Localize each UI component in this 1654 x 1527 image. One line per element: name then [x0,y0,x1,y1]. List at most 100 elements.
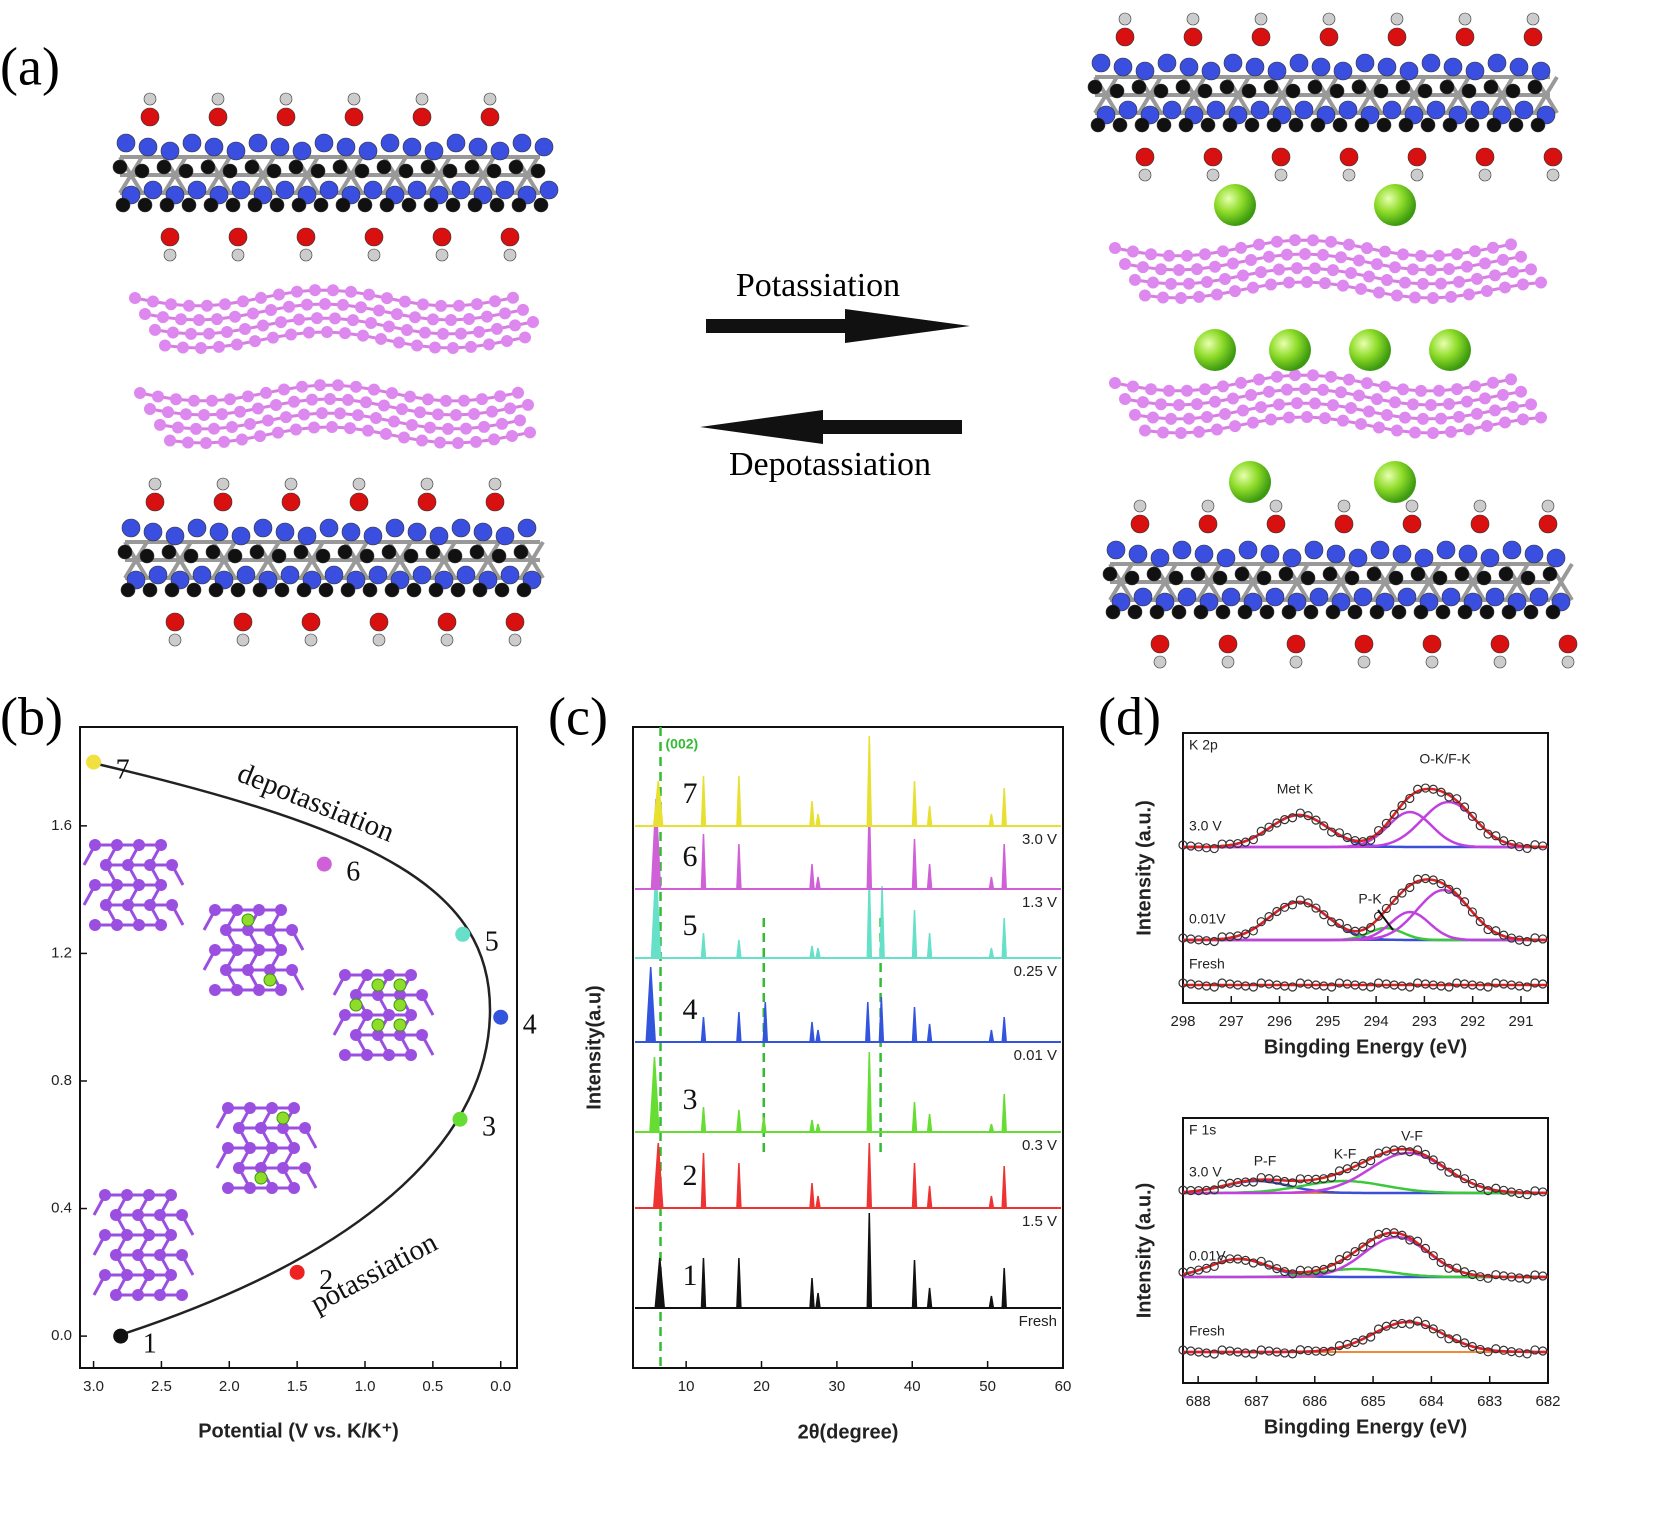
bond [211,540,237,580]
atom [1289,655,1303,669]
atom [365,317,377,330]
atom [1271,370,1283,383]
lattice-atom [165,1189,177,1201]
lattice-atom [111,879,123,891]
atom [450,582,466,598]
atom [1443,57,1463,77]
atom [1289,53,1309,73]
lattice-atom [222,1182,234,1194]
lattice-atom [89,879,101,891]
lattice-atom [255,1122,267,1134]
y-tick-label: 1.6 [51,817,72,834]
atom [1190,566,1206,582]
x-tick-label: 293 [1412,1013,1437,1030]
atom [451,518,471,538]
atom [115,197,131,213]
lattice-ion [241,913,255,927]
atom [160,141,180,161]
atom [383,320,395,333]
atom [336,137,356,157]
atom [1497,253,1509,266]
peak [864,1001,871,1043]
atom [1137,261,1149,274]
atom [1433,384,1445,397]
point-label: 4 [523,1010,537,1041]
atom [1542,566,1558,582]
atom [278,383,290,396]
raw-point [1452,887,1462,897]
atom [1129,273,1141,286]
atom [1451,383,1463,396]
atom [1317,383,1329,396]
atom [496,417,508,430]
peak [736,1109,742,1133]
trace-number: 6 [683,840,698,873]
atom [1425,655,1439,669]
atom [363,288,375,301]
atom [1201,61,1221,81]
atom [352,477,366,491]
atom [1112,117,1128,133]
raw-point [1373,825,1384,836]
lattice-atom [416,989,428,1001]
atom [314,379,326,392]
atom [409,311,421,324]
peak [911,1259,918,1309]
atom [368,565,388,585]
lattice-atom [133,919,145,931]
atom [335,197,351,213]
point-label: 2 [319,1265,333,1296]
peak [1001,1165,1007,1209]
raw-point [1334,1254,1345,1265]
atom [468,137,488,157]
atom [159,339,171,352]
bond [1108,562,1134,602]
lattice-atom [394,1029,406,1041]
atom [319,298,331,311]
atom [1155,398,1167,411]
atom [1458,544,1478,564]
atom [1255,401,1267,414]
atom [483,338,495,351]
atom [1445,290,1457,303]
atom [1326,544,1346,564]
atom [236,633,250,647]
atom [1309,587,1329,607]
atom [368,383,380,396]
peak [926,805,933,827]
atom [154,418,166,431]
atom [1289,234,1301,247]
trace-label: 0.3 V [1022,1137,1057,1154]
x-tick-label: 30 [829,1378,846,1395]
pointer [1377,909,1394,931]
atom [149,323,161,336]
atom [281,492,301,512]
atom [1505,373,1517,386]
atom [1219,273,1231,286]
atom [1124,570,1140,586]
trace-label: 1.5 V [1022,1213,1057,1230]
atom [1535,276,1547,289]
atom [1483,79,1499,95]
atom [511,197,527,213]
panel-title: K 2p [1189,737,1218,753]
raw-point [1467,1178,1477,1189]
peak [988,1195,995,1209]
raw-point [1522,1190,1532,1200]
atom [274,582,290,598]
atom [1155,263,1167,276]
raw-point [1397,1230,1407,1240]
atom [1435,277,1447,290]
atom [1109,242,1121,254]
lattice-ion [371,978,385,992]
atom [1274,168,1288,182]
atom [296,582,312,598]
lattice-atom [222,1142,234,1154]
atom [1119,257,1131,270]
atom [378,399,390,412]
peak [809,1182,815,1209]
atom [1186,12,1200,26]
atom [1344,570,1360,586]
plot-frame [1182,1117,1549,1384]
atom [349,492,369,512]
